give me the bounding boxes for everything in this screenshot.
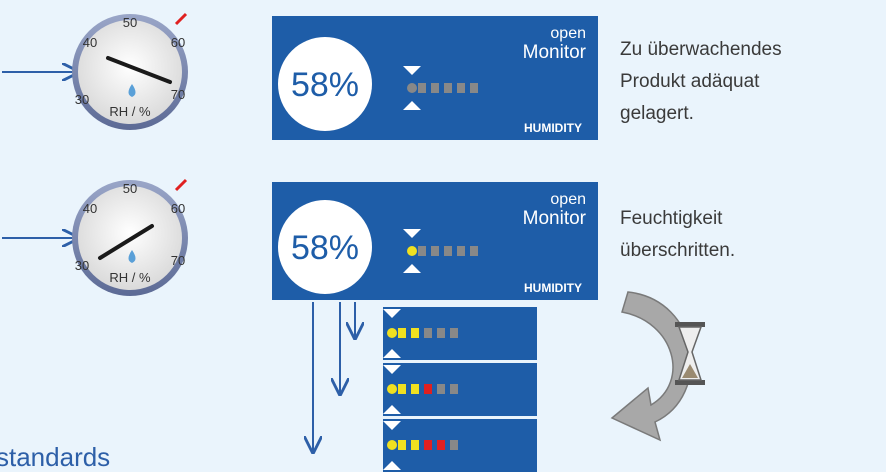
gauge-unit: RH / %: [109, 270, 151, 285]
indicator-dot: [457, 83, 465, 93]
gauge-label: 70: [171, 253, 185, 268]
gauge-label: 30: [75, 92, 89, 107]
indicator-dot: [437, 384, 445, 394]
gauge-label: 40: [83, 201, 97, 216]
indicator-dot: [418, 83, 426, 93]
indicator-dot: [437, 328, 445, 338]
gauge: 50 40 60 30 70 RH / %: [72, 180, 188, 296]
indicator-dot: [411, 328, 419, 338]
gauge-label: 70: [171, 87, 185, 102]
indicator-dot: [450, 328, 458, 338]
gauge-label: 50: [123, 181, 137, 196]
state-strip: [383, 419, 537, 472]
gauge-unit: RH / %: [109, 104, 151, 119]
indicator-dot: [424, 440, 432, 450]
indicator-dot: [424, 328, 432, 338]
page: Humidity monitor {"gauges": [ {"labels":…: [0, 0, 886, 472]
logo-open: open: [550, 25, 586, 42]
panel-label: HUMIDITY: [524, 281, 582, 295]
indicator-dot: [407, 246, 417, 256]
indicator-dot: [444, 246, 452, 256]
indicator-dot: [387, 440, 397, 450]
body: 5040603070RH / %5040603070RH / %58%openM…: [0, 0, 886, 472]
indicator-dot: [457, 246, 465, 256]
indicator-dot: [411, 440, 419, 450]
reading-value: 58%: [291, 66, 359, 104]
gauge: 50 40 60 30 70 RH / %: [72, 14, 188, 130]
indicator-dot: [424, 384, 432, 394]
strip-bg: [383, 307, 537, 360]
state-strip: [383, 363, 537, 416]
indicator-dot: [418, 246, 426, 256]
indicator-dot: [398, 440, 406, 450]
footer-text: standards: [0, 442, 110, 472]
indicator-dot: [431, 83, 439, 93]
strip-bg: [383, 363, 537, 416]
gauge-label: 50: [123, 15, 137, 30]
panel-label: HUMIDITY: [524, 121, 582, 135]
indicator-dot: [411, 384, 419, 394]
gauge-label: 40: [83, 35, 97, 50]
description-line: gelagert.: [620, 103, 694, 124]
gauge-label: 60: [171, 201, 185, 216]
indicator-dot: [387, 328, 397, 338]
state-strip: [383, 307, 537, 360]
cycle-arrow: [612, 292, 691, 440]
diagram: 5040603070RH / %5040603070RH / %58%openM…: [0, 0, 886, 472]
description-line: Produkt adäquat: [620, 71, 760, 92]
indicator-dot: [387, 384, 397, 394]
indicator-dot: [398, 328, 406, 338]
description-line: Zu überwachendes: [620, 39, 782, 60]
indicator-dot: [444, 83, 452, 93]
gauge-label: 60: [171, 35, 185, 50]
strip-bg: [383, 419, 537, 472]
indicator-dot: [470, 83, 478, 93]
gauge-limit: [176, 180, 186, 190]
gauge-limit: [176, 14, 186, 24]
gauge-label: 30: [75, 258, 89, 273]
indicator-dot: [450, 384, 458, 394]
logo-monitor: Monitor: [523, 208, 587, 229]
reading-value: 58%: [291, 229, 359, 267]
indicator-dot: [398, 384, 406, 394]
description-line: Feuchtigkeit: [620, 208, 723, 229]
description-line: überschritten.: [620, 240, 735, 261]
indicator-dot: [407, 83, 417, 93]
logo-monitor: Monitor: [523, 42, 587, 63]
indicator-dot: [437, 440, 445, 450]
indicator-dot: [431, 246, 439, 256]
indicator-dot: [470, 246, 478, 256]
indicator-dot: [450, 440, 458, 450]
logo-open: open: [550, 191, 586, 208]
